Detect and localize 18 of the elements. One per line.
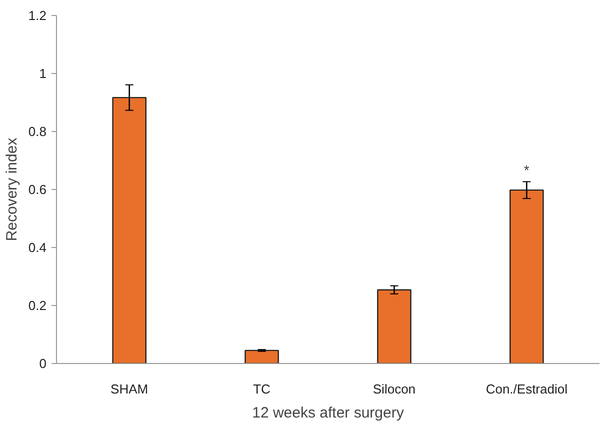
- y-tick-label: 1: [39, 66, 47, 81]
- y-tick-label: 0.8: [28, 124, 47, 139]
- y-axis-title: Recovery index: [3, 137, 20, 242]
- x-tick-label: Silocon: [372, 382, 416, 396]
- y-tick-label: 0: [39, 356, 47, 371]
- y-tick-label: 0.2: [28, 298, 47, 313]
- x-axis-title: 12 weeks after surgery: [252, 404, 404, 422]
- bar: [377, 289, 412, 364]
- y-tick-label: 1.2: [28, 8, 47, 23]
- y-tick-label: 0.4: [28, 240, 47, 255]
- x-tick-label: Con./Estradiol: [486, 382, 568, 396]
- bar: [510, 189, 544, 364]
- bar: [112, 96, 146, 364]
- annotation: *: [524, 162, 530, 178]
- x-tick-label: TC: [253, 382, 270, 396]
- x-tick-label: SHAM: [110, 382, 148, 396]
- bar: [244, 350, 279, 364]
- y-tick-label: 0.6: [28, 182, 47, 197]
